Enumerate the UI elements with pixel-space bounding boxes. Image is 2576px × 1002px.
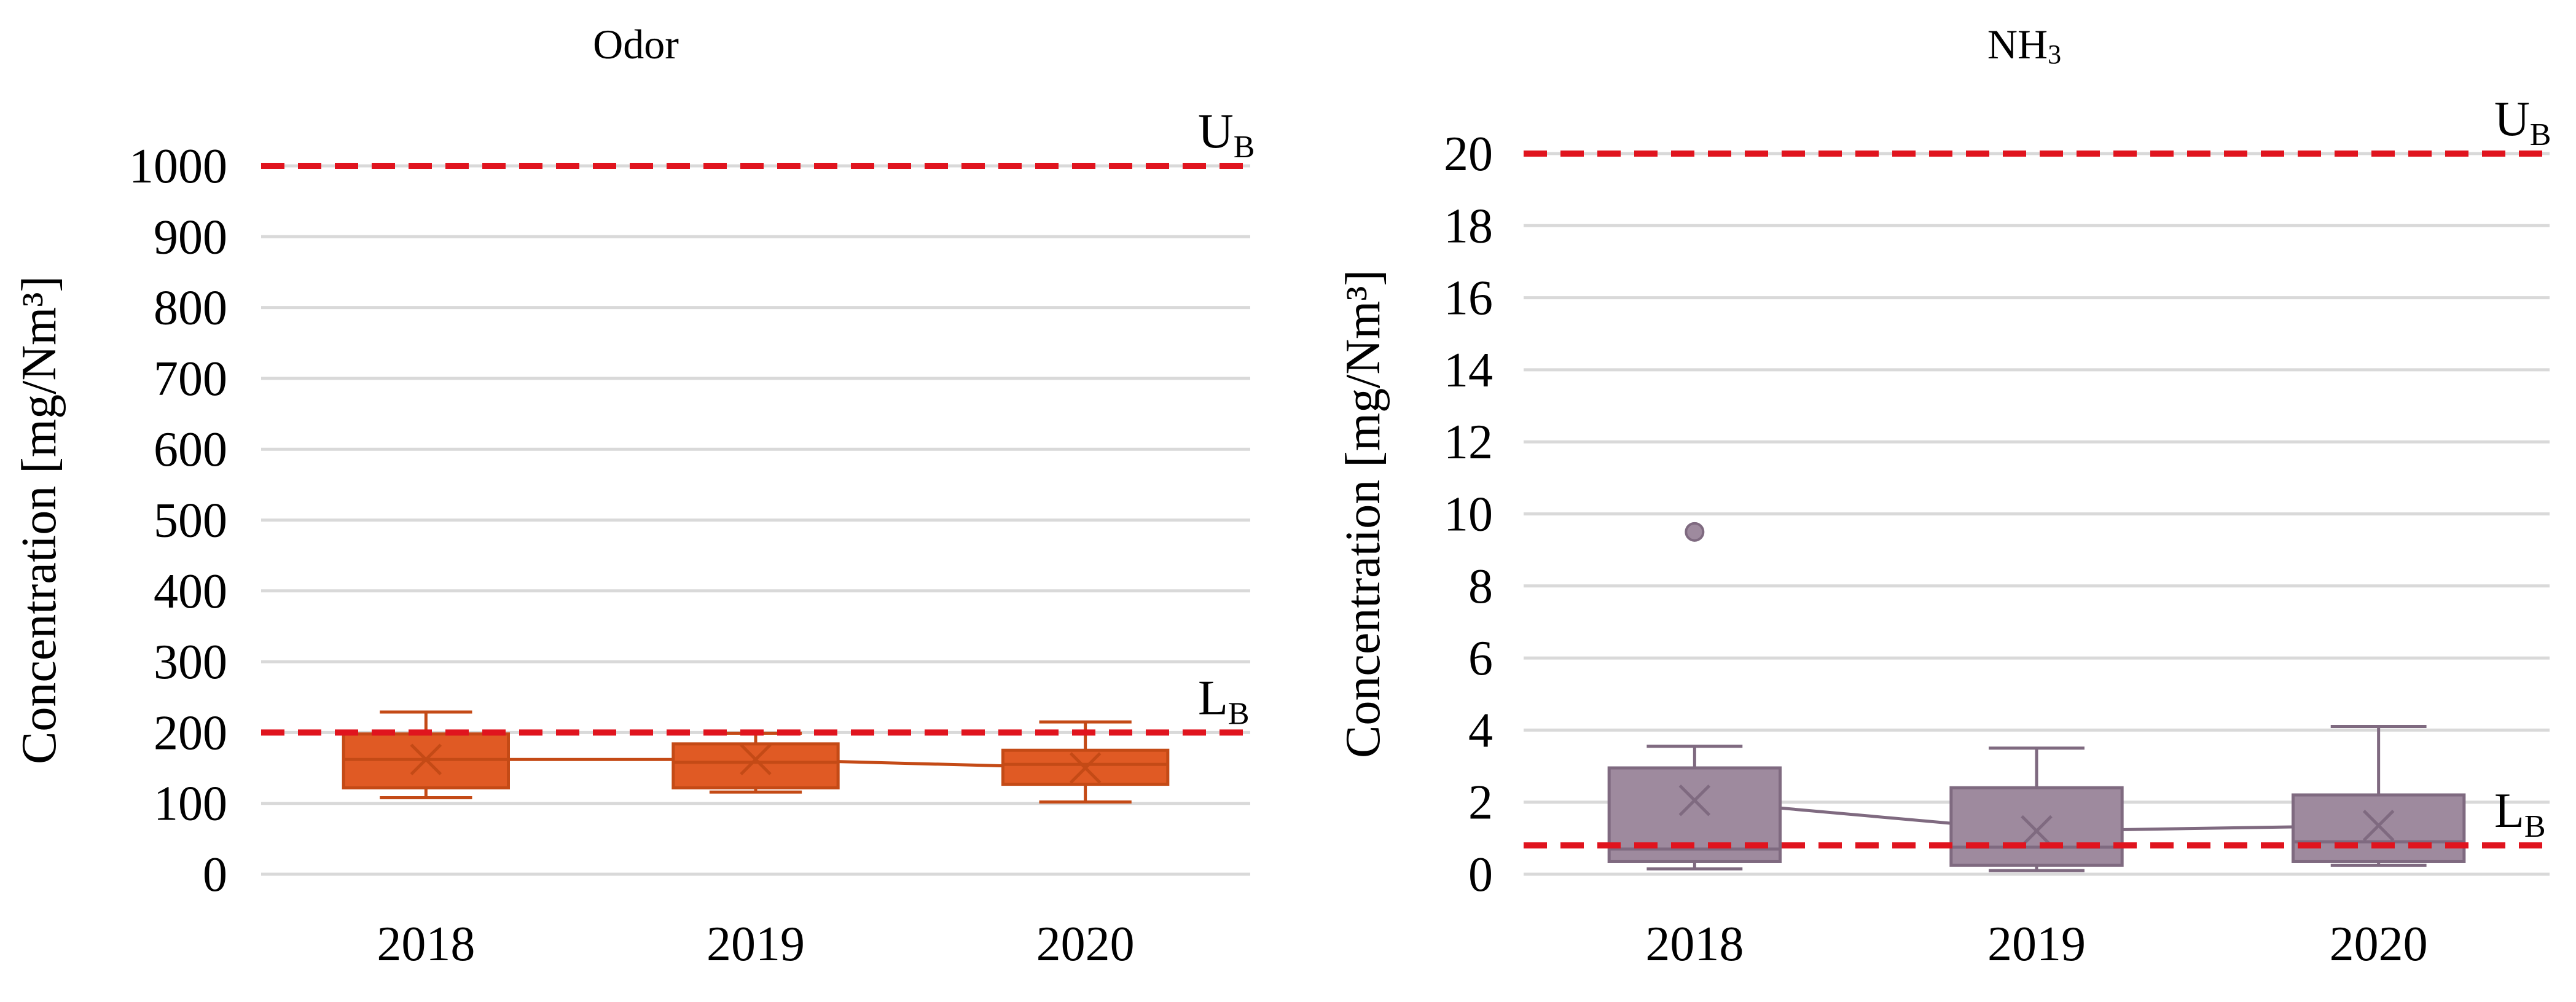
y-tick-label: 16 — [1444, 272, 1493, 326]
chart-title: Odor — [593, 21, 679, 68]
chart-title: NH3 — [1987, 21, 2061, 69]
box-iqr — [671, 742, 840, 789]
reference-label-subscript: B — [1234, 130, 1255, 165]
outlier-point — [1685, 522, 1705, 542]
chart-title-main: NH — [1987, 21, 2048, 68]
reference-line-label: LB — [2494, 784, 2546, 844]
box-2019 — [1949, 746, 2124, 872]
y-tick-label: 1000 — [129, 139, 227, 194]
y-tick-label: 700 — [154, 352, 227, 406]
y-tick-label: 800 — [154, 281, 227, 335]
y-tick-label: 100 — [154, 777, 227, 831]
odor-chart: Odor 0 100 200 300 400 500 600 700 800 900 1000 Conc… — [12, 21, 1255, 971]
reference-label-main: U — [2494, 92, 2530, 146]
y-tick-label: 18 — [1444, 199, 1493, 253]
reference-label-subscript: B — [1228, 696, 1250, 731]
y-tick-label: 12 — [1444, 415, 1493, 469]
y-tick-label: 600 — [154, 423, 227, 477]
x-tick-label: 2020 — [1036, 917, 1135, 971]
nh3-chart: NH3 0 2 4 6 8 10 12 14 16 18 20 Concentration [mg/Nm… — [1336, 21, 2551, 971]
reference-label-subscript: B — [2530, 117, 2551, 152]
x-tick-label: 2018 — [377, 917, 475, 971]
x-tick-label: 2019 — [707, 917, 805, 971]
y-tick-label: 200 — [154, 706, 227, 760]
reference-label-subscript: B — [2524, 809, 2546, 844]
x-tick-label: 2019 — [1987, 917, 2086, 971]
reference-label-main: L — [1198, 671, 1228, 725]
y-tick-label: 8 — [1468, 560, 1493, 614]
y-tick-label: 14 — [1444, 343, 1493, 397]
y-tick-label: 0 — [1468, 848, 1493, 902]
box-iqr — [2292, 793, 2466, 863]
reference-line-label: LB — [1198, 671, 1250, 731]
chart-title-subscript: 3 — [2048, 39, 2061, 69]
y-tick-label: 4 — [1468, 703, 1493, 757]
mean-marker — [740, 743, 772, 775]
reference-label-main: L — [2494, 784, 2524, 838]
y-tick-label: 20 — [1444, 127, 1493, 181]
x-tick-label: 2018 — [1645, 917, 1744, 971]
box-2020 — [2292, 725, 2466, 867]
box-iqr — [1949, 786, 2124, 867]
mean-marker — [2362, 810, 2395, 842]
mean-marker — [1069, 752, 1102, 784]
y-tick-label: 0 — [203, 848, 227, 902]
y-tick-label: 2 — [1468, 776, 1493, 830]
x-tick-label: 2020 — [2330, 917, 2428, 971]
box-2020 — [1001, 720, 1170, 804]
box-2018 — [342, 710, 511, 799]
box-2019 — [671, 732, 840, 794]
y-tick-label: 10 — [1444, 488, 1493, 542]
y-axis-label: Concentration [mg/Nm³] — [1336, 270, 1390, 758]
y-tick-label: 500 — [154, 494, 227, 548]
y-tick-label: 900 — [154, 210, 227, 264]
chart-title-main: Odor — [593, 21, 679, 68]
mean-marker — [2021, 815, 2053, 847]
reference-label-main: U — [1198, 104, 1234, 159]
reference-line-label: UB — [1198, 104, 1255, 165]
y-tick-label: 6 — [1468, 632, 1493, 686]
y-tick-label: 400 — [154, 565, 227, 619]
mean-marker — [1678, 785, 1711, 816]
reference-line-label: UB — [2494, 92, 2551, 152]
y-axis-label: Concentration [mg/Nm³] — [12, 276, 66, 764]
mean-marker — [410, 743, 442, 775]
y-tick-label: 300 — [154, 635, 227, 689]
box-2018 — [1607, 522, 1782, 871]
